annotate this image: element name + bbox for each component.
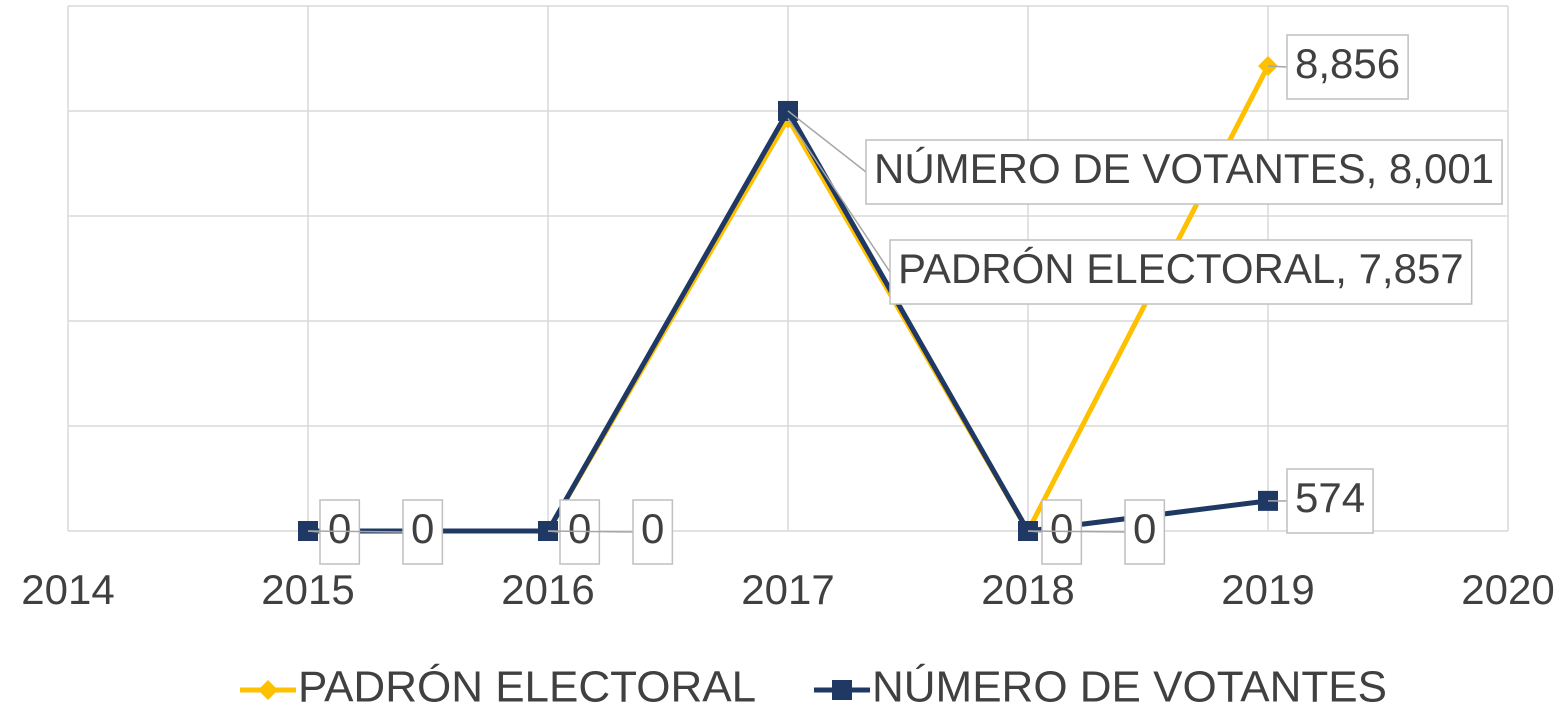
x-tick-label: 2014 xyxy=(21,566,114,613)
data-label: 0 xyxy=(1050,505,1073,552)
legend-label: NÚMERO DE VOTANTES xyxy=(872,663,1387,712)
data-label-group: 0 xyxy=(1027,499,1166,565)
x-tick-label: 2015 xyxy=(261,566,354,613)
x-tick-label: 2020 xyxy=(1461,566,1554,613)
leader-line xyxy=(1027,530,1126,533)
data-label-box xyxy=(632,499,674,565)
x-tick-label: 2018 xyxy=(981,566,1074,613)
data-label-group: 0 xyxy=(547,499,674,565)
leader-line xyxy=(307,530,404,533)
legend-label: PADRÓN ELECTORAL xyxy=(298,663,756,712)
data-label: 574 xyxy=(1295,474,1365,521)
data-label-box xyxy=(865,139,1503,205)
data-label: 0 xyxy=(411,505,434,552)
data-label: 0 xyxy=(1133,505,1156,552)
legend-marker xyxy=(832,680,852,700)
x-tick-label: 2016 xyxy=(501,566,594,613)
leader-line xyxy=(1267,65,1288,68)
data-label: 0 xyxy=(328,505,351,552)
data-label-box xyxy=(1286,468,1374,534)
leader-line xyxy=(787,110,867,173)
data-label: 8,856 xyxy=(1295,40,1400,87)
data-label-box xyxy=(402,499,444,565)
data-label: NÚMERO DE VOTANTES, 8,001 xyxy=(874,145,1494,192)
data-label-box xyxy=(1286,34,1409,100)
leader-line xyxy=(547,530,634,533)
legend-marker xyxy=(258,680,278,700)
data-label-group: 0 xyxy=(307,499,444,565)
data-label-box xyxy=(889,239,1473,305)
data-label-group: 574 xyxy=(1267,468,1374,534)
data-label-group: 8,856 xyxy=(1267,34,1409,100)
x-tick-label: 2019 xyxy=(1221,566,1314,613)
data-label-group: NÚMERO DE VOTANTES, 8,001 xyxy=(787,110,1503,205)
data-label: 0 xyxy=(641,505,664,552)
leader-line xyxy=(787,118,891,273)
x-tick-label: 2017 xyxy=(741,566,834,613)
data-label: 0 xyxy=(568,505,591,552)
data-label: PADRÓN ELECTORAL, 7,857 xyxy=(898,245,1464,292)
data-label-group: PADRÓN ELECTORAL, 7,857 xyxy=(787,118,1473,305)
data-label-box xyxy=(1124,499,1166,565)
